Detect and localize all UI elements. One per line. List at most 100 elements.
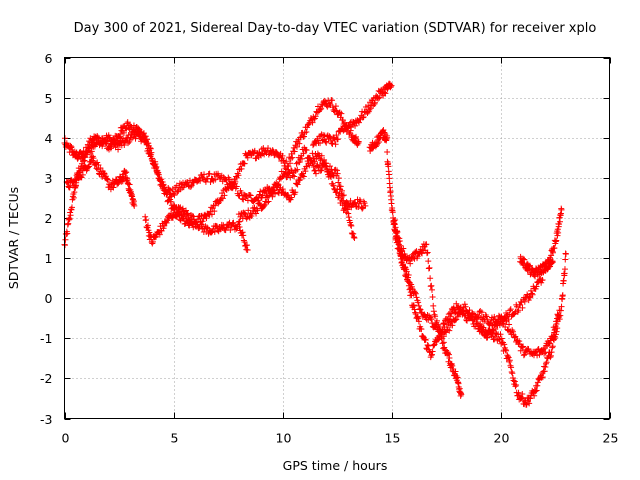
- data-point: [62, 236, 69, 243]
- data-point: [521, 256, 528, 263]
- data-point: [449, 322, 456, 329]
- data-point: [446, 327, 453, 334]
- data-point: [347, 221, 354, 228]
- data-point: [438, 335, 445, 342]
- data-point: [361, 200, 368, 207]
- y-tick-label: -1: [40, 331, 52, 346]
- data-point: [403, 270, 410, 277]
- data-point: [559, 292, 566, 299]
- data-point: [553, 237, 560, 244]
- data-point: [256, 149, 263, 156]
- x-tick-label: 0: [62, 431, 70, 446]
- data-point: [552, 334, 559, 341]
- data-point: [90, 155, 97, 162]
- data-point: [371, 99, 378, 106]
- data-point: [428, 351, 435, 358]
- data-point: [326, 100, 333, 107]
- data-point: [502, 346, 509, 353]
- data-point: [68, 144, 75, 151]
- data-point: [239, 229, 246, 236]
- data-point: [457, 304, 464, 311]
- data-point: [235, 172, 242, 179]
- data-point: [126, 181, 133, 188]
- data-point: [510, 377, 517, 384]
- y-tick-label: 2: [45, 211, 53, 226]
- data-point: [221, 192, 228, 199]
- data-point: [107, 145, 114, 152]
- x-tick-label: 10: [276, 431, 292, 446]
- data-point: [103, 140, 110, 147]
- data-point: [256, 201, 263, 208]
- data-point: [121, 142, 128, 149]
- data-point: [285, 163, 292, 170]
- data-point: [64, 180, 71, 187]
- data-point: [155, 171, 162, 178]
- data-point: [411, 306, 418, 313]
- data-point: [285, 192, 292, 199]
- data-point: [269, 193, 276, 200]
- y-tick-label: -3: [40, 412, 52, 427]
- data-point: [76, 169, 83, 176]
- data-point: [424, 249, 431, 256]
- x-tick-label: 20: [494, 431, 510, 446]
- data-point: [286, 160, 293, 167]
- data-point: [333, 132, 340, 139]
- data-point: [125, 140, 132, 147]
- data-point: [95, 161, 102, 168]
- data-point: [78, 160, 85, 167]
- data-point: [548, 349, 555, 356]
- data-point: [382, 90, 389, 97]
- data-point: [338, 110, 345, 117]
- data-point: [230, 219, 237, 226]
- data-point: [317, 155, 324, 162]
- data-point: [240, 196, 247, 203]
- data-point: [407, 260, 414, 267]
- data-point: [219, 195, 226, 202]
- data-point: [304, 124, 311, 131]
- data-point: [241, 160, 248, 167]
- data-point: [400, 266, 407, 273]
- data-point: [152, 158, 159, 165]
- data-point: [561, 266, 568, 273]
- data-point: [538, 279, 545, 286]
- data-point: [399, 255, 406, 262]
- data-point: [303, 128, 310, 135]
- data-point: [501, 341, 508, 348]
- data-point: [454, 313, 461, 320]
- data-point: [169, 214, 176, 221]
- series-track-10: [475, 250, 569, 408]
- data-point: [312, 113, 319, 120]
- data-point: [412, 290, 419, 297]
- data-point: [506, 307, 513, 314]
- data-point: [339, 192, 346, 199]
- data-point: [438, 331, 445, 338]
- data-point: [347, 197, 354, 204]
- data-point: [270, 190, 277, 197]
- data-point: [104, 176, 111, 183]
- data-point: [557, 312, 564, 319]
- data-point: [422, 336, 429, 343]
- data-point: [203, 215, 210, 222]
- plot-frame: [64, 57, 610, 419]
- data-point: [532, 388, 539, 395]
- data-point: [66, 184, 73, 191]
- data-point: [412, 309, 419, 316]
- data-point: [388, 200, 395, 207]
- data-point: [260, 203, 267, 210]
- data-point: [340, 197, 347, 204]
- data-point: [163, 219, 170, 226]
- data-point: [458, 391, 465, 398]
- data-point: [539, 374, 546, 381]
- data-point: [253, 210, 260, 217]
- data-point: [68, 204, 75, 211]
- data-point: [66, 216, 73, 223]
- data-point: [300, 133, 307, 140]
- data-point: [293, 180, 300, 187]
- data-point: [206, 170, 213, 177]
- data-point: [449, 362, 456, 369]
- data-point: [296, 159, 303, 166]
- data-point: [440, 339, 447, 346]
- data-point: [461, 301, 468, 308]
- data-point: [466, 307, 473, 314]
- data-point: [484, 316, 491, 323]
